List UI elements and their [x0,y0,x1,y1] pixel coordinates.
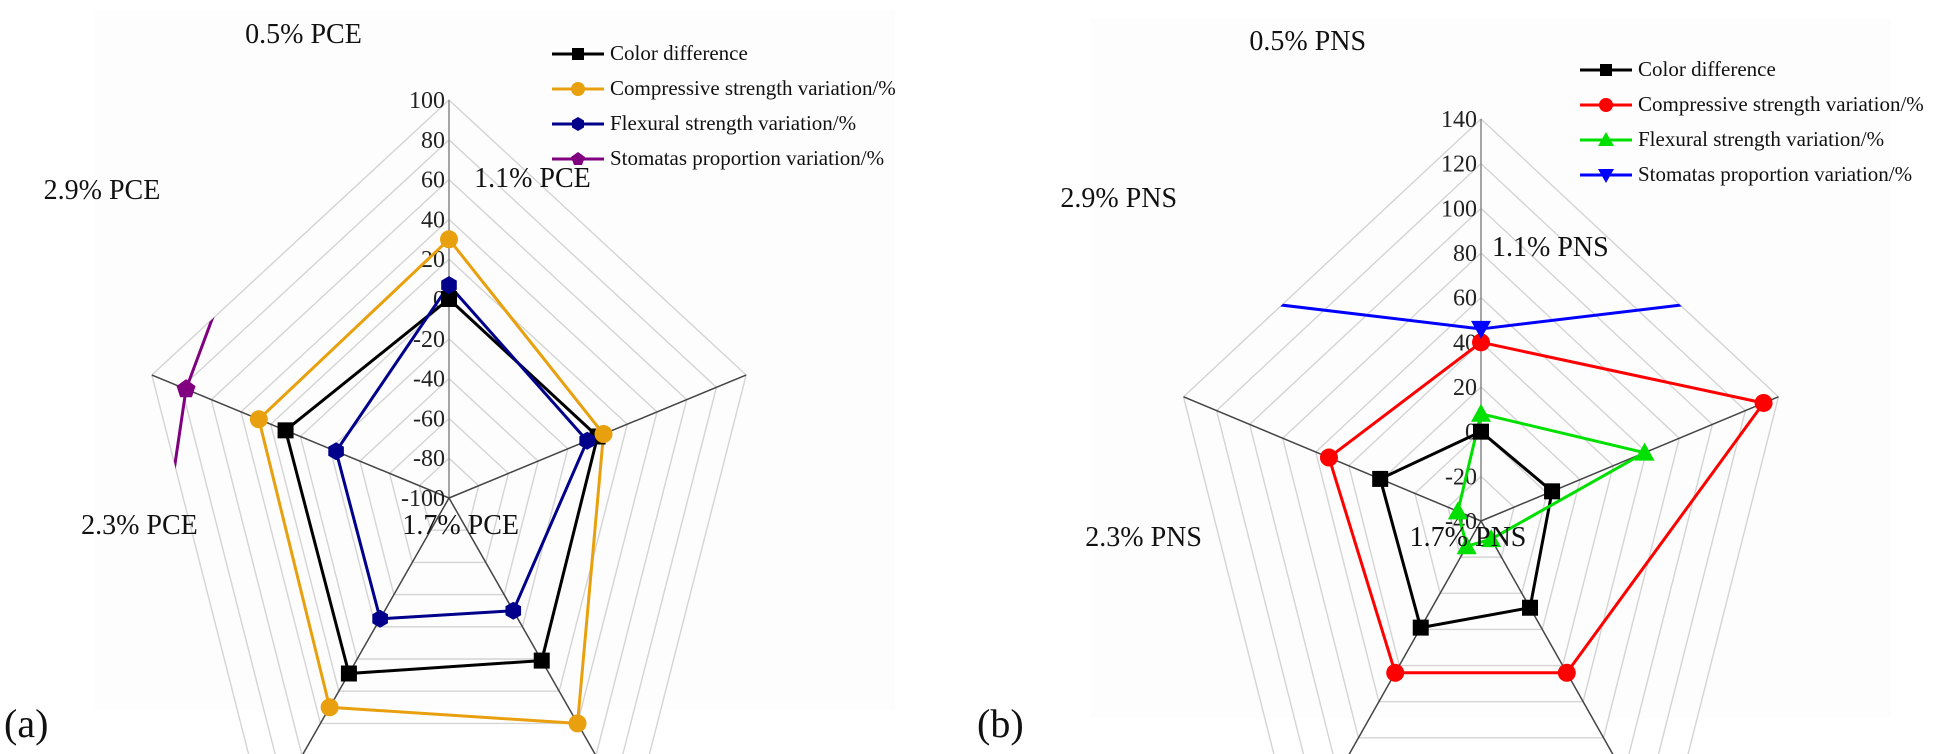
square-marker-icon [1412,619,1429,636]
triangle-up-marker-icon [1456,536,1477,555]
circle-marker-icon [552,81,604,96]
radial-tick-label: -20 [1445,464,1477,490]
radial-tick-label: 80 [421,128,445,154]
category-label-3: 2.3% PNS [1085,521,1202,553]
chart-panel-a: -100 -80 -60 -40 -20 0 20 40 60 80 100 0.5% PCE 1.… [4,10,896,754]
panel-label-b: (b) [977,701,1024,746]
triangle-down-marker-icon [1580,168,1632,183]
circle-marker-icon [1386,663,1405,682]
square-marker-icon [1580,63,1632,76]
panel-label-a: (a) [4,701,49,746]
circle-marker-icon [1319,448,1338,467]
radial-tick-label: -60 [413,406,445,432]
legend-item: Color difference [1578,52,1924,87]
radial-tick-label: 100 [409,88,445,114]
triangle-up-marker-icon [1481,529,1502,548]
radial-tick-label: 20 [421,247,445,273]
hexagon-marker-icon [505,601,522,620]
legend-item: Compressive strength variation/% [550,71,896,106]
circle-marker-icon [1754,393,1773,412]
circle-marker-icon [440,230,458,249]
pentagon-marker-icon [552,151,604,165]
category-label-1: 1.1% PCE [474,163,591,195]
hexagon-marker-icon [441,276,457,295]
radial-tick-label: 120 [1441,152,1477,178]
circle-marker-icon [249,410,268,429]
triangle-down-marker-icon [1471,320,1491,339]
triangle-up-marker-icon [1634,442,1655,461]
series-flexural-strength-variation- [1456,411,1649,549]
legend-item: Stomatas proportion variation/% [550,141,896,176]
series-color-difference [283,297,600,676]
legend-b: Color difference Compressive strength va… [1578,52,1924,192]
square-marker-icon [340,665,357,682]
hexagon-marker-icon [552,116,604,131]
radial-tick-label: 60 [1453,286,1477,312]
triangle-up-marker-icon [1447,501,1468,520]
radial-tick-label: -100 [401,486,445,512]
radial-tick-label: 80 [1453,241,1477,267]
pentagon-marker-icon [176,379,196,398]
category-label-0: 0.5% PNS [1249,26,1367,58]
triangle-up-marker-icon [1580,131,1632,146]
triangle-up-marker-icon [1471,403,1491,422]
category-label-3: 2.3% PCE [81,510,198,542]
circle-marker-icon [1472,333,1490,352]
radial-tick-label: 100 [1441,196,1477,222]
legend-item: Flexural strength variation/% [1578,122,1924,157]
radial-tick-label: -80 [413,446,445,472]
circle-marker-icon [320,698,339,717]
hexagon-marker-icon [579,431,595,450]
radial-tick-label: 40 [421,207,445,233]
square-marker-icon [277,422,294,439]
hexagon-marker-icon [372,609,388,628]
hexagon-marker-icon [328,442,344,461]
category-label-4: 2.9% PCE [43,174,161,206]
legend-item: Compressive strength variation/% [1578,87,1924,122]
legend-item: Color difference [550,36,896,71]
category-label-4: 2.9% PNS [1060,183,1178,215]
circle-marker-icon [568,714,587,733]
square-marker-icon [533,652,550,669]
series-compressive-strength-variation- [1327,340,1767,675]
radial-tick-label: 20 [1453,375,1477,401]
circle-marker-icon [1580,97,1632,112]
radial-tick-label: 140 [1441,107,1477,133]
category-label-1: 1.1% PNS [1492,232,1609,264]
chart-background [95,10,895,710]
chart-background [1091,18,1891,718]
circle-marker-icon [1557,663,1576,682]
radial-tick-label: -40 [413,367,445,393]
square-marker-icon [441,291,457,307]
series-color-difference [1378,429,1554,630]
series-compressive-strength-variation- [257,237,606,725]
legend-a: Color difference Compressive strength va… [550,36,896,176]
legend-item: Stomatas proportion variation/% [1578,157,1924,192]
series-flexural-strength-variation- [334,282,589,621]
square-marker-icon [552,47,604,60]
chart-panel-b: -40 -20 0 20 40 60 80 100 120 140 0.5% PNS 1.1% P… [973,0,1946,754]
category-label-2: 1.7% PNS [1409,521,1527,553]
square-marker-icon [1544,483,1561,500]
square-marker-icon [1473,423,1489,440]
square-marker-icon [1372,470,1389,487]
radial-tick-label: 60 [421,168,445,194]
square-marker-icon [1522,599,1539,616]
category-label-2: 1.7% PCE [402,510,520,542]
legend-item: Flexural strength variation/% [550,106,896,141]
circle-marker-icon [594,425,613,444]
category-label-0: 0.5% PCE [245,18,362,50]
